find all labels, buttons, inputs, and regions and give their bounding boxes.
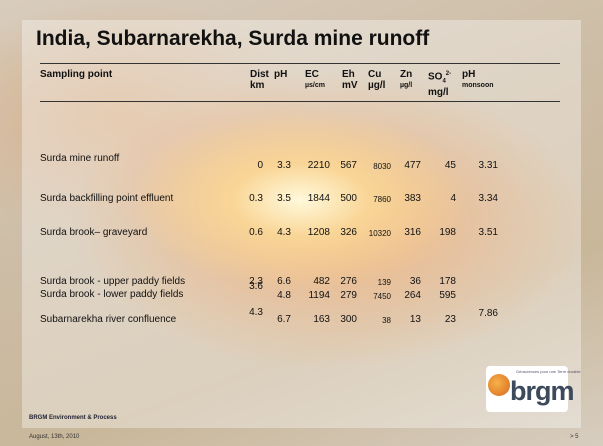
header-label: Eh — [342, 69, 355, 80]
header-cell: Sampling point — [40, 69, 112, 80]
header-unit: mV — [342, 80, 358, 91]
date: August, 13th, 2010 — [29, 434, 79, 440]
header-unit: µg/l — [400, 80, 412, 91]
table-cell: 6.7 — [247, 314, 291, 325]
table-cell: 45 — [412, 160, 456, 171]
title: India, Subarnarekha, Surda mine runoff — [36, 27, 429, 51]
table-cell: 3.51 — [454, 227, 498, 238]
table-cell: 3.34 — [454, 193, 498, 204]
header-unit: monsoon — [462, 80, 494, 91]
sampling-point: Surda mine runoff — [40, 153, 119, 164]
slide: India, Subarnarekha, Surda mine runoff B… — [0, 0, 603, 446]
table-cell: 23 — [412, 314, 456, 325]
header-rule-bottom — [40, 101, 560, 102]
logo-mark — [488, 374, 510, 396]
sampling-point: Surda brook - lower paddy fields — [40, 289, 183, 300]
header-label: EC — [305, 69, 319, 80]
table-cell: 3.5 — [247, 193, 291, 204]
table-cell: 178 — [412, 276, 456, 287]
header-unit: µs/cm — [305, 80, 325, 91]
table-cell: 595 — [412, 290, 456, 301]
page-number: > 5 — [570, 434, 579, 440]
table-cell: 4.3 — [247, 227, 291, 238]
logo-name: brgm — [510, 376, 574, 407]
logo-tagline: Géosciences pour une Terre durable — [516, 369, 581, 374]
header-label: pH — [462, 69, 475, 80]
header-label: Zn — [400, 69, 412, 80]
header-sub: 4 — [442, 78, 445, 84]
header-sup: 2- — [446, 71, 451, 77]
header-label: Cu — [368, 69, 381, 80]
header-cell: SO42- mg/l — [428, 69, 451, 98]
table-cell: 4.8 — [247, 290, 291, 301]
table-cell: 3.3 — [247, 160, 291, 171]
sampling-point: Subarnarekha river confluence — [40, 314, 176, 325]
header-rule — [40, 63, 560, 64]
header-label: Dist — [250, 69, 269, 80]
header-label: pH — [274, 69, 287, 80]
org: BRGM Environment & Process — [29, 415, 117, 421]
sampling-point: Surda backfilling point effluent — [40, 193, 173, 204]
sampling-point: Surda brook– graveyard — [40, 227, 147, 238]
table-cell: 4 — [412, 193, 456, 204]
table-cell: 3.31 — [454, 160, 498, 171]
header-cell: pH — [274, 69, 287, 80]
header-unit: km — [250, 80, 269, 91]
logo: Géosciences pour une Terre durable brgm — [486, 366, 568, 412]
table-cell: 7.86 — [454, 308, 498, 319]
header-unit: µg/l — [368, 80, 385, 91]
header-label: SO — [428, 71, 442, 82]
table-cell: 198 — [412, 227, 456, 238]
header-unit: mg/l — [428, 87, 451, 98]
sampling-point: Surda brook - upper paddy fields — [40, 276, 185, 287]
header-label: Sampling point — [40, 69, 112, 80]
